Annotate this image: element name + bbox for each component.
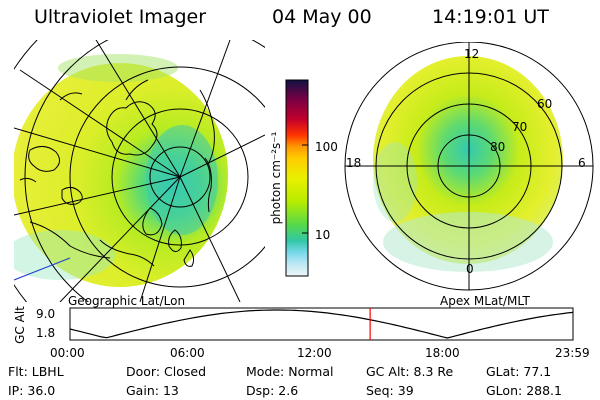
instrument-title: Ultraviolet Imager [34,6,207,28]
geographic-map [14,40,265,302]
status-dsp: Dsp: 2.6 [246,383,299,398]
status-gain: Gain: 13 [126,383,179,398]
mlt-label-0: 0 [466,262,474,276]
timeline-xtick-0600: 06:00 [170,346,205,360]
time-label: 14:19:01 UT [432,6,549,28]
colorbar-tick-10: 10 [315,228,331,242]
mlat-label-70: 70 [512,120,528,134]
status-flt: Flt: LBHL [8,364,64,379]
mlt-label-18: 18 [346,156,362,170]
timeline-ytick-min: 1.8 [36,326,56,340]
status-gc-alt: GC Alt: 8.3 Re [366,364,454,379]
status-door: Door: Closed [126,364,207,379]
colorbar-tick-100: 100 [315,140,338,154]
mlat-label-80: 80 [490,140,506,154]
mlt-label-12: 12 [464,47,480,61]
altitude-curve [69,309,574,339]
oval-image [373,56,563,264]
geographic-caption: Geographic Lat/Lon [68,294,186,308]
timeline-xtick-2359: 23:59 [555,346,590,360]
status-glat: GLat: 77.1 [486,364,552,379]
mlt-label-6: 6 [578,156,586,170]
mlat-label-60: 60 [537,97,553,111]
status-seq: Seq: 39 [366,383,414,398]
timeline-plot [69,307,574,341]
timeline-ytick-max: 9.0 [36,307,56,321]
apex-caption: Apex MLat/MLT [440,294,530,308]
apex-map [344,42,594,291]
timeline-xtick-1800: 18:00 [425,346,460,360]
date-label: 04 May 00 [272,6,372,28]
status-glon: GLon: 288.1 [486,383,562,398]
colorbar-unit-label: photon cm⁻²s⁻¹ [269,131,283,225]
status-ip: IP: 36.0 [8,383,56,398]
timeline-xtick-1200: 12:00 [297,346,332,360]
timeline-xtick-0000: 00:00 [50,346,85,360]
colorbar [285,79,309,277]
status-mode: Mode: Normal [246,364,334,379]
